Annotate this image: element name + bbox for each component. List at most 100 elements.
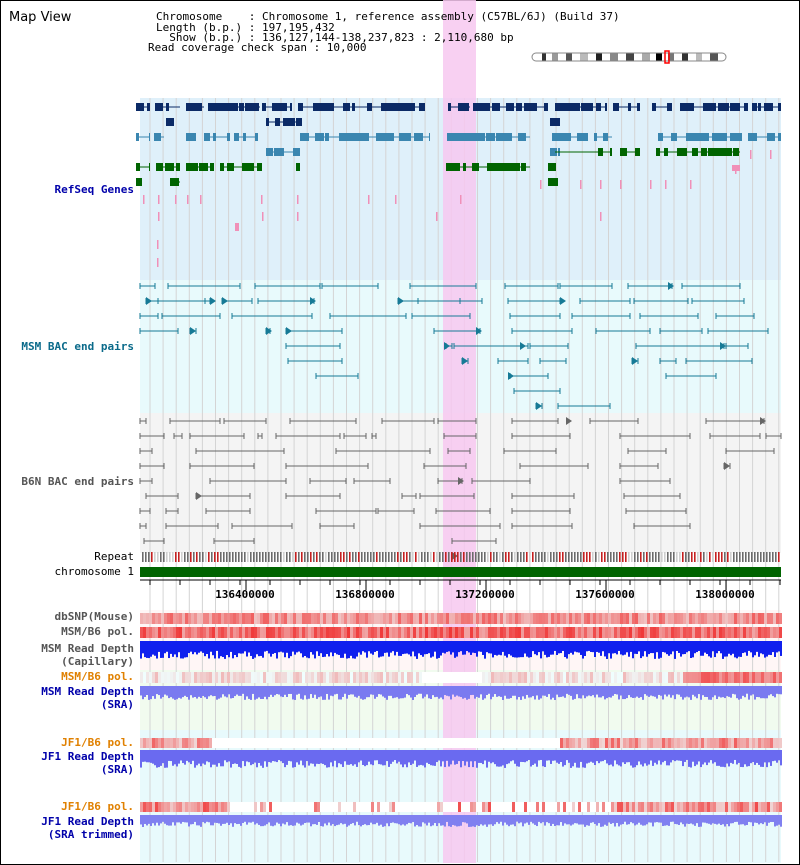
- depth-bar: [220, 686, 222, 698]
- heat-cell: [773, 802, 776, 812]
- heat-cell: [692, 627, 695, 638]
- heat-cell: [569, 802, 572, 812]
- track-label-refseq[interactable]: RefSeq Genes: [54, 183, 134, 196]
- repeat-mark: [280, 552, 282, 562]
- depth-bar: [498, 750, 500, 767]
- heat-cell: [314, 738, 317, 748]
- depth-bar: [286, 686, 288, 697]
- depth-bar: [196, 641, 198, 655]
- repeat-mark: [748, 552, 750, 562]
- depth-bar: [296, 815, 298, 823]
- heat-cell: [362, 738, 365, 748]
- heat-cell: [662, 672, 665, 683]
- depth-bar: [566, 750, 568, 761]
- depth-bar: [520, 641, 522, 658]
- heat-cell: [332, 738, 335, 748]
- depth-bar: [664, 750, 666, 761]
- depth-bar: [428, 686, 430, 699]
- depth-bar: [474, 641, 476, 654]
- heat-cell: [311, 627, 314, 638]
- track-label-jf1-depth-trimmed[interactable]: JF1 Read Depth: [41, 815, 134, 828]
- repeat-mark: [649, 552, 651, 562]
- gene-exon: [330, 103, 334, 111]
- depth-bar: [462, 686, 464, 699]
- depth-bar: [452, 750, 454, 761]
- heat-cell: [641, 738, 644, 748]
- heat-cell: [167, 802, 170, 812]
- track-label-chromosome[interactable]: chromosome 1: [54, 565, 134, 578]
- depth-bar: [440, 815, 442, 826]
- depth-bar: [768, 750, 770, 763]
- track-label-repeat[interactable]: Repeat: [94, 550, 134, 563]
- track-label-msm-depth-sra[interactable]: MSM Read Depth: [41, 685, 134, 698]
- track-label-msm-b6-pol[interactable]: MSM/B6 pol.: [61, 625, 134, 638]
- gene-exon: [239, 103, 244, 111]
- depth-bar: [188, 815, 190, 827]
- repeat-mark: [154, 552, 156, 562]
- depth-bar: [242, 686, 244, 694]
- heat-cell: [497, 802, 500, 812]
- track-label-msm-bac[interactable]: MSM BAC end pairs: [21, 340, 134, 353]
- heat-cell: [269, 802, 272, 812]
- heat-cell: [293, 672, 296, 683]
- heat-cell: [182, 738, 185, 748]
- depth-bar: [342, 686, 344, 697]
- depth-bar: [700, 686, 702, 700]
- heat-cell: [215, 613, 218, 624]
- heat-cell: [473, 738, 476, 748]
- depth-bar: [702, 815, 704, 823]
- depth-bar: [622, 815, 624, 825]
- depth-bar: [144, 641, 146, 658]
- heat-cell: [287, 627, 290, 638]
- heat-cell: [602, 738, 605, 748]
- heat-cell: [590, 627, 593, 638]
- heat-cell: [266, 613, 269, 624]
- depth-bar: [404, 641, 406, 654]
- track-label-dbsnp[interactable]: dbSNP(Mouse): [54, 610, 134, 623]
- gene-exon: [548, 163, 556, 171]
- repeat-mark: [757, 552, 759, 562]
- heat-cell: [446, 672, 449, 683]
- depth-bar: [606, 750, 608, 764]
- heat-cell: [146, 613, 149, 624]
- depth-bar: [406, 686, 408, 694]
- heat-cell: [269, 613, 272, 624]
- heat-cell: [302, 738, 305, 748]
- heat-cell: [407, 613, 410, 624]
- track-label-jf1-b6-pol-2[interactable]: JF1/B6 pol.: [61, 800, 134, 813]
- snp-gene-mark: [600, 180, 602, 189]
- track-label-jf1-depth-sra[interactable]: JF1 Read Depth: [41, 750, 134, 763]
- heat-cell: [572, 613, 575, 624]
- track-label-jf1-b6-pol[interactable]: JF1/B6 pol.: [61, 736, 134, 749]
- depth-bar: [478, 750, 480, 763]
- depth-bar: [428, 815, 430, 823]
- track-label-msm-b6-pol-sra[interactable]: MSM/B6 pol.: [61, 670, 134, 683]
- depth-bar: [722, 815, 724, 825]
- heat-cell: [389, 613, 392, 624]
- heat-cell: [551, 672, 554, 683]
- track-label-b6n-bac[interactable]: B6N BAC end pairs: [21, 475, 134, 488]
- depth-bar: [386, 815, 388, 824]
- depth-bar: [192, 815, 194, 825]
- depth-bar: [718, 641, 720, 652]
- depth-bar: [558, 815, 560, 826]
- track-label-msm-depth-capillary[interactable]: MSM Read Depth: [41, 642, 134, 655]
- depth-bar: [744, 750, 746, 765]
- heat-cell: [503, 627, 506, 638]
- heat-cell: [347, 738, 350, 748]
- heat-cell: [683, 627, 686, 638]
- depth-bar: [530, 750, 532, 767]
- depth-bar: [326, 641, 328, 655]
- depth-bar: [450, 815, 452, 827]
- heat-cell: [563, 672, 566, 683]
- depth-bar: [418, 815, 420, 827]
- depth-bar: [162, 686, 164, 698]
- heat-cell: [563, 627, 566, 638]
- depth-bar: [658, 641, 660, 659]
- depth-bar: [502, 686, 504, 700]
- depth-bar: [374, 641, 376, 652]
- depth-bar: [630, 815, 632, 823]
- depth-bar: [762, 815, 764, 825]
- heat-cell: [542, 672, 545, 683]
